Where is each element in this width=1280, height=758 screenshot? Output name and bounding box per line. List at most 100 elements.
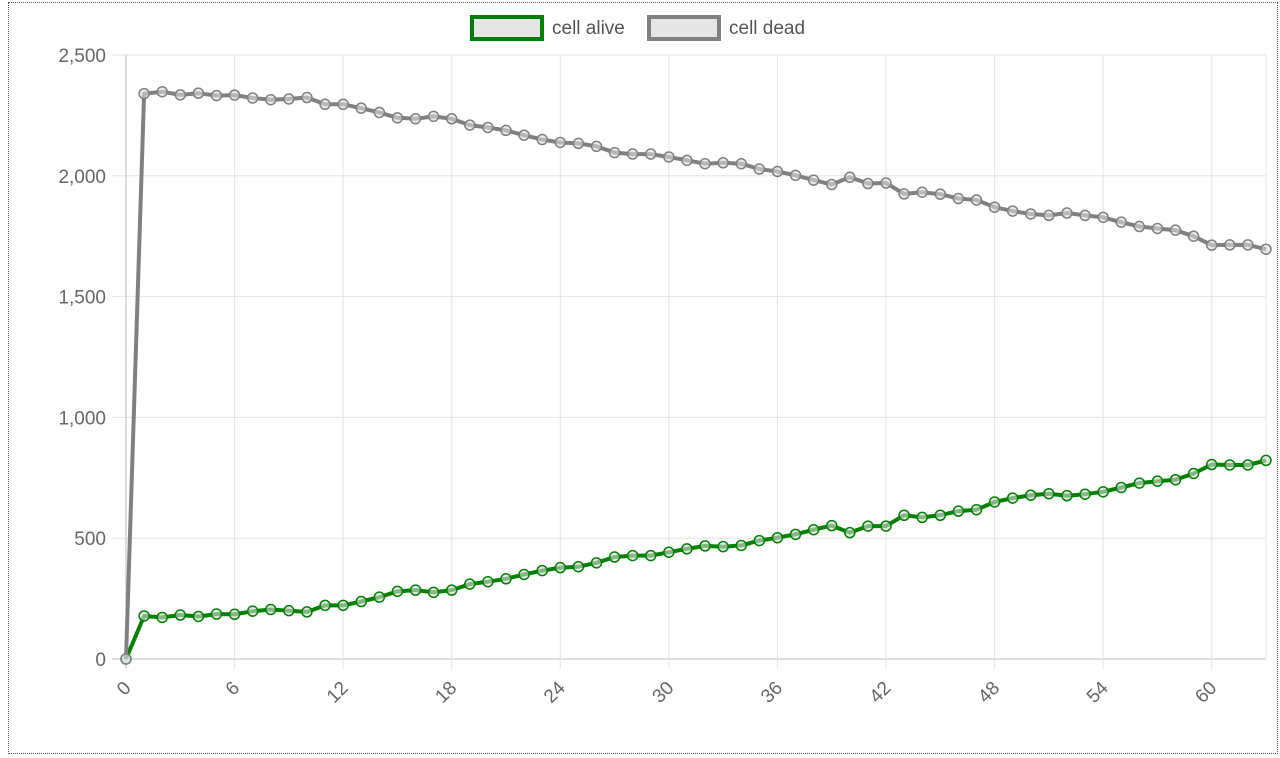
data-point: [464, 119, 476, 131]
data-point: [952, 192, 965, 205]
data-point: [1260, 454, 1272, 467]
y-tick-label: 1,000: [58, 408, 106, 429]
x-tick-label: 24: [540, 677, 570, 707]
data-point: [156, 611, 168, 624]
x-tick-label: 60: [1191, 678, 1221, 708]
data-point: [880, 177, 892, 189]
data-point: [1151, 475, 1164, 487]
data-point: [536, 564, 548, 577]
x-tick-label: 6: [222, 678, 244, 700]
data-point: [825, 519, 838, 532]
data-point: [934, 509, 947, 521]
data-point: [1115, 481, 1127, 494]
data-point: [645, 549, 657, 562]
legend-item-cell-dead[interactable]: cell dead: [647, 15, 805, 41]
data-point: [807, 174, 820, 186]
data-point: [753, 163, 766, 175]
y-tick-label: 500: [74, 529, 106, 550]
data-point: [1043, 209, 1055, 222]
data-point: [1242, 239, 1254, 251]
data-point: [626, 549, 639, 562]
legend-item-cell-alive[interactable]: cell alive: [470, 15, 625, 41]
data-point: [265, 603, 277, 616]
data-point: [572, 137, 585, 150]
x-tick-label: 42: [866, 678, 896, 708]
data-point: [156, 85, 168, 98]
data-point: [373, 106, 386, 119]
data-point: [427, 586, 440, 599]
data-point: [1151, 222, 1164, 235]
data-point: [554, 561, 567, 574]
data-point: [590, 557, 603, 569]
data-point: [373, 591, 386, 603]
data-point: [1006, 492, 1019, 504]
data-point: [120, 653, 132, 665]
axes: 0 500 1,000 1,500 2,000 2,500 0 6 12 18 24 30 36 42 48…: [58, 46, 1221, 707]
data-point: [862, 520, 874, 532]
data-point: [645, 148, 657, 160]
data-point: [970, 194, 983, 206]
legend[interactable]: cell alive cell dead: [470, 15, 805, 41]
data-point: [988, 496, 1001, 508]
data-point: [301, 91, 313, 104]
data-point: [1205, 458, 1218, 471]
data-point: [844, 171, 856, 183]
data-point: [916, 186, 928, 198]
data-point: [1079, 488, 1091, 500]
data-point: [554, 136, 567, 149]
data-point: [1133, 220, 1146, 233]
data-point: [663, 546, 675, 558]
data-point: [1224, 239, 1236, 251]
data-point: [391, 112, 404, 124]
data-point: [301, 606, 313, 618]
data-point: [192, 87, 205, 99]
data-point: [934, 188, 947, 200]
data-point: [1260, 243, 1272, 255]
data-point: [1169, 224, 1182, 236]
x-tick-label: 30: [649, 678, 679, 708]
y-tick-label: 1,500: [58, 288, 106, 309]
data-point: [844, 526, 856, 539]
data-point: [1043, 487, 1055, 500]
data-point: [500, 573, 512, 585]
data-point: [717, 540, 729, 553]
data-point: [1224, 459, 1236, 471]
data-point: [1205, 239, 1218, 251]
data-point: [699, 157, 711, 170]
data-point: [1061, 207, 1073, 219]
data-point: [500, 124, 512, 137]
data-point: [518, 568, 530, 581]
data-point: [337, 98, 349, 111]
data-point: [482, 121, 494, 134]
data-point: [1097, 211, 1109, 224]
data-point: [1115, 216, 1127, 228]
data-point: [807, 523, 820, 536]
x-tick-label: 54: [1083, 677, 1113, 707]
data-point: [409, 113, 422, 125]
legend-label: cell dead: [729, 18, 805, 39]
data-point: [590, 140, 603, 153]
data-point: [391, 585, 404, 598]
data-point: [355, 595, 367, 608]
series-line: [124, 458, 1267, 660]
legend-swatch: [470, 15, 544, 41]
data-point: [174, 89, 187, 101]
y-tick-label: 0: [95, 650, 106, 671]
data-point: [1079, 209, 1091, 222]
grid: [112, 54, 1267, 669]
data-point: [283, 604, 295, 617]
data-point: [445, 113, 458, 125]
data-point: [482, 575, 494, 588]
data-point: [988, 201, 1001, 213]
data-point: [427, 110, 440, 123]
data-point: [355, 102, 367, 114]
data-point: [210, 608, 223, 620]
legend-swatch: [647, 15, 721, 41]
data-point: [518, 129, 530, 141]
data-point: [663, 151, 675, 163]
y-tick-label: 2,500: [58, 46, 106, 67]
data-point: [735, 157, 747, 170]
series-cell-dead: [120, 85, 1272, 665]
data-point: [1169, 473, 1182, 486]
